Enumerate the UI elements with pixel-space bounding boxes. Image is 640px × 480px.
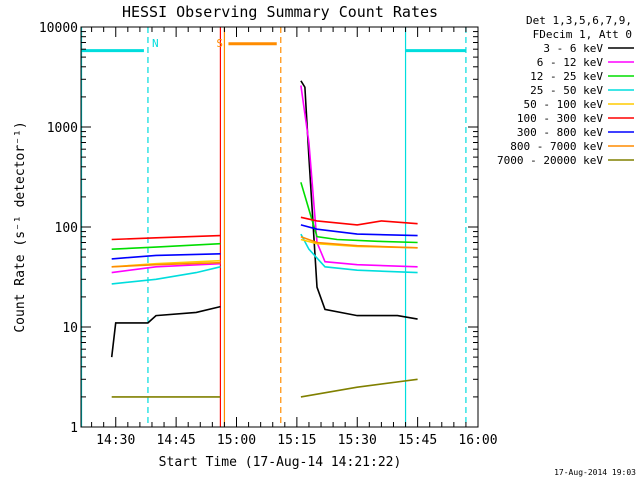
legend-label: 100 - 300 keV — [517, 112, 603, 125]
series-line-2 — [111, 262, 221, 274]
series-line-8 — [111, 261, 221, 268]
series-line-7 — [111, 253, 221, 260]
y-tick-label: 1 — [70, 421, 78, 436]
legend: Det 1,3,5,6,7,9, FDecim 1, Att 0 3 - 6 k… — [497, 14, 634, 167]
y-axis-label: Count Rate (s⁻¹ detector⁻¹) — [13, 121, 28, 332]
series-line-3 — [111, 242, 221, 250]
series-line-8 — [300, 235, 418, 249]
series-line-1 — [300, 80, 418, 320]
x-tick-label: 16:00 — [458, 433, 497, 448]
series-line-9 — [300, 378, 418, 398]
series-line-1 — [110, 305, 221, 358]
x-tick-label: 15:30 — [338, 433, 377, 448]
series-line-3 — [300, 182, 418, 244]
legend-header-2: FDecim 1, Att 0 — [533, 28, 632, 41]
series-line-6 — [300, 216, 418, 226]
legend-label: 3 - 6 keV — [543, 42, 603, 55]
legend-label: 25 - 50 keV — [530, 84, 603, 97]
x-tick-label: 15:15 — [277, 433, 316, 448]
legend-label: 50 - 100 keV — [524, 98, 604, 111]
bars-layer — [81, 42, 466, 53]
x-axis: 14:30 14:45 15:00 15:15 15:30 15:45 16:00 — [91, 27, 498, 448]
y-tick-label: 1000 — [47, 121, 78, 136]
legend-label: 7000 - 20000 keV — [497, 154, 603, 167]
x-tick-label: 14:45 — [157, 433, 196, 448]
x-tick-label: 15:00 — [217, 433, 256, 448]
y-axis: 1 10 100 1000 10000 — [39, 21, 478, 436]
x-axis-label: Start Time (17-Aug-14 14:21:22) — [159, 455, 402, 470]
marker-label-N: N — [152, 37, 159, 50]
series-line-2 — [300, 85, 418, 268]
timestamp: 17-Aug-2014 19:03 — [554, 468, 636, 477]
plot-frame — [80, 26, 479, 428]
vlines-layer — [80, 27, 467, 427]
x-tick-label: 14:30 — [96, 433, 135, 448]
y-tick-label: 100 — [55, 221, 78, 236]
x-tick-label: 15:45 — [398, 433, 437, 448]
legend-label: 300 - 800 keV — [517, 126, 603, 139]
y-tick-label: 10000 — [39, 21, 78, 36]
marker-label-S: S — [216, 37, 223, 50]
series-line-4 — [111, 266, 221, 285]
legend-label: 800 - 7000 keV — [510, 140, 603, 153]
y-tick-label: 10 — [62, 321, 78, 336]
legend-label: 6 - 12 keV — [537, 56, 604, 69]
series-layer — [110, 80, 418, 398]
legend-header-1: Det 1,3,5,6,7,9, — [526, 14, 632, 27]
series-line-7 — [300, 224, 418, 237]
series-line-4 — [300, 233, 418, 274]
series-line-6 — [111, 234, 221, 241]
chart-title: HESSI Observing Summary Count Rates — [122, 3, 438, 21]
legend-label: 12 - 25 keV — [530, 70, 603, 83]
